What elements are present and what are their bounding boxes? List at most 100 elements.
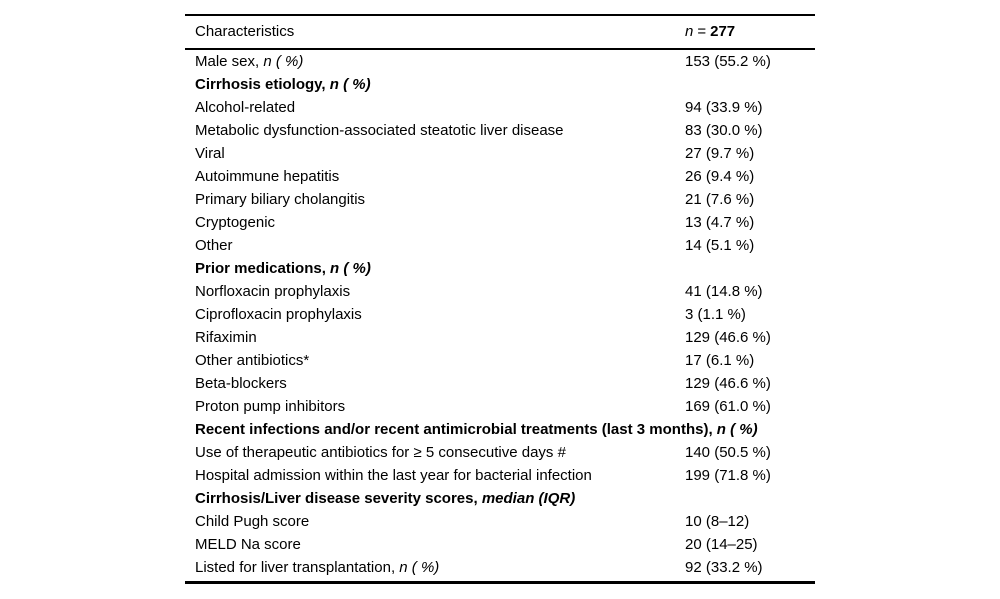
row-label-text: MELD Na score bbox=[195, 536, 301, 553]
row-label-text: Male sex, bbox=[195, 53, 264, 70]
header-count: 277 bbox=[710, 22, 736, 40]
table-body: Male sex, n ( %) 153 (55.2 %) Cirrhosis … bbox=[185, 50, 815, 581]
row-label-text: Ciprofloxacin prophylaxis bbox=[195, 306, 362, 323]
row-label: Child Pugh score bbox=[185, 510, 685, 533]
table-row: Primary biliary cholangitis 21 (7.6 %) bbox=[185, 188, 815, 211]
row-label-suffix: median (IQR) bbox=[481, 490, 576, 507]
row-value: 17 (6.1 %) bbox=[685, 352, 755, 369]
row-label: Listed for liver transplantation, n ( %) bbox=[185, 556, 685, 579]
row-label-text: Beta-blockers bbox=[195, 375, 287, 392]
table-row: Viral 27 (9.7 %) bbox=[185, 142, 815, 165]
row-label: Metabolic dysfunction-associated steatot… bbox=[185, 119, 685, 142]
table-row: Norfloxacin prophylaxis 41 (14.8 %) bbox=[185, 280, 815, 303]
row-value bbox=[758, 418, 815, 441]
row-label-suffix: n ( %) bbox=[329, 76, 371, 93]
row-value: 129 (46.6 %) bbox=[685, 329, 771, 346]
row-label-text: Cryptogenic bbox=[195, 214, 276, 231]
row-value bbox=[685, 73, 815, 96]
row-label-text: Hospital admission within the last year … bbox=[195, 467, 592, 484]
row-value: 92 (33.2 %) bbox=[685, 559, 763, 576]
row-value: 129 (46.6 %) bbox=[685, 375, 771, 392]
table-row-section: Prior medications, n ( %) bbox=[185, 257, 815, 280]
table-row: Other antibiotics* 17 (6.1 %) bbox=[185, 349, 815, 372]
row-label-text: Other antibiotics* bbox=[195, 352, 310, 369]
header-n-count: n = 277 bbox=[685, 16, 815, 48]
row-value: 3 (1.1 %) bbox=[685, 306, 746, 323]
row-label: Hospital admission within the last year … bbox=[185, 464, 685, 487]
row-value: 13 (4.7 %) bbox=[685, 214, 755, 231]
row-label-suffix: n ( %) bbox=[716, 421, 758, 438]
row-value: 140 (50.5 %) bbox=[685, 444, 771, 461]
row-label-text: Alcohol-related bbox=[195, 99, 296, 116]
row-label: Primary biliary cholangitis bbox=[185, 188, 685, 211]
row-label-text: Other bbox=[195, 237, 233, 254]
row-label-suffix: n ( %) bbox=[399, 559, 440, 576]
row-value: 199 (71.8 %) bbox=[685, 467, 771, 484]
row-label-text: Child Pugh score bbox=[195, 513, 310, 530]
table-bottom-rule bbox=[185, 581, 815, 584]
row-value: 14 (5.1 %) bbox=[685, 237, 755, 254]
row-label: Alcohol-related bbox=[185, 96, 685, 119]
row-label-text: Viral bbox=[195, 145, 225, 162]
row-value: 94 (33.9 %) bbox=[685, 99, 763, 116]
row-label: Ciprofloxacin prophylaxis bbox=[185, 303, 685, 326]
table-row: Metabolic dysfunction-associated steatot… bbox=[185, 119, 815, 142]
table-row: Hospital admission within the last year … bbox=[185, 464, 815, 487]
table-row: Male sex, n ( %) 153 (55.2 %) bbox=[185, 50, 815, 73]
characteristics-table: Characteristics n = 277 Male sex, n ( %) 1… bbox=[185, 14, 815, 584]
row-label: Cryptogenic bbox=[185, 211, 685, 234]
row-value: 83 (30.0 %) bbox=[685, 122, 763, 139]
row-label-text: Listed for liver transplantation, bbox=[195, 559, 400, 576]
table-top-rule bbox=[185, 14, 815, 16]
table-row: Beta-blockers 129 (46.6 %) bbox=[185, 372, 815, 395]
row-label: MELD Na score bbox=[185, 533, 685, 556]
row-label: Other antibiotics* bbox=[185, 349, 685, 372]
table-row: Other 14 (5.1 %) bbox=[185, 234, 815, 257]
table-row-section: Cirrhosis etiology, n ( %) bbox=[185, 73, 815, 96]
row-label: Cirrhosis/Liver disease severity scores,… bbox=[185, 487, 685, 510]
row-value bbox=[685, 487, 815, 510]
row-label-text: Metabolic dysfunction-associated steatot… bbox=[195, 122, 564, 139]
header-equals-sign: = bbox=[697, 22, 707, 40]
table-row: Alcohol-related 94 (33.9 %) bbox=[185, 96, 815, 119]
row-label: Norfloxacin prophylaxis bbox=[185, 280, 685, 303]
row-label: Use of therapeutic antibiotics for ≥ 5 c… bbox=[185, 441, 685, 464]
row-value bbox=[685, 257, 815, 280]
row-label: Beta-blockers bbox=[185, 372, 685, 395]
row-label: Autoimmune hepatitis bbox=[185, 165, 685, 188]
table-row: Rifaximin 129 (46.6 %) bbox=[185, 326, 815, 349]
row-label: Cirrhosis etiology, n ( %) bbox=[185, 73, 685, 96]
table-row: MELD Na score 20 (14–25) bbox=[185, 533, 815, 556]
row-label: Male sex, n ( %) bbox=[185, 50, 685, 73]
header-n-symbol: n bbox=[685, 22, 694, 40]
row-label: Viral bbox=[185, 142, 685, 165]
row-label: Other bbox=[185, 234, 685, 257]
row-label-text: Recent infections and/or recent antimicr… bbox=[195, 421, 717, 438]
header-characteristics: Characteristics bbox=[195, 22, 295, 40]
row-label-text: Rifaximin bbox=[195, 329, 257, 346]
row-label-text: Autoimmune hepatitis bbox=[195, 168, 340, 185]
row-label-suffix: n ( %) bbox=[263, 53, 304, 70]
table-row: Autoimmune hepatitis 26 (9.4 %) bbox=[185, 165, 815, 188]
row-value: 20 (14–25) bbox=[685, 536, 758, 553]
row-value: 10 (8–12) bbox=[685, 513, 750, 530]
row-label: Rifaximin bbox=[185, 326, 685, 349]
table-row-section: Cirrhosis/Liver disease severity scores,… bbox=[185, 487, 815, 510]
row-label-text: Use of therapeutic antibiotics for ≥ 5 c… bbox=[195, 444, 566, 461]
row-label-text: Cirrhosis/Liver disease severity scores, bbox=[195, 490, 482, 507]
row-label-text: Primary biliary cholangitis bbox=[195, 191, 366, 208]
row-label-suffix: n ( %) bbox=[330, 260, 371, 277]
row-value: 41 (14.8 %) bbox=[685, 283, 763, 300]
row-value: 26 (9.4 %) bbox=[685, 168, 755, 185]
row-label-text: Prior medications, bbox=[195, 260, 331, 277]
row-value: 21 (7.6 %) bbox=[685, 191, 755, 208]
row-label: Proton pump inhibitors bbox=[185, 395, 685, 418]
table-header-rule bbox=[185, 47, 815, 50]
table-row-section: Recent infections and/or recent antimicr… bbox=[185, 418, 815, 441]
row-value: 169 (61.0 %) bbox=[685, 398, 771, 415]
row-value: 27 (9.7 %) bbox=[685, 145, 755, 162]
row-label-text: Cirrhosis etiology, bbox=[195, 76, 330, 93]
table-row: Listed for liver transplantation, n ( %)… bbox=[185, 556, 815, 579]
table-row: Cryptogenic 13 (4.7 %) bbox=[185, 211, 815, 234]
table-row: Use of therapeutic antibiotics for ≥ 5 c… bbox=[185, 441, 815, 464]
